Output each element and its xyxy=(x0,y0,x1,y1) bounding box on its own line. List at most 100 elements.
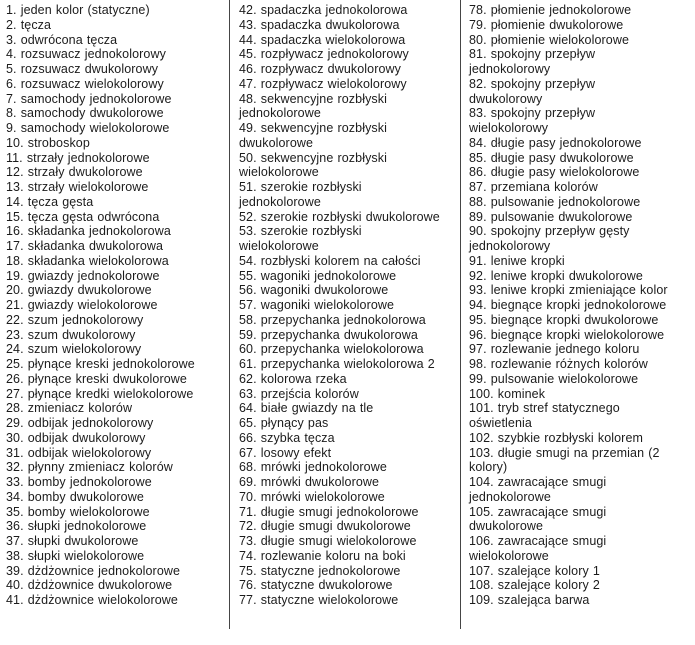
list-item: 103. długie smugi na przemian (2 kolory) xyxy=(469,445,660,475)
list-item: 79. płomienie dwukolorowe xyxy=(469,17,624,32)
list-item: 70. mrówki wielokolorowe xyxy=(239,489,385,504)
list-item: 104. zawracające smugi jednokolorowe xyxy=(469,475,607,504)
list-item: 9. samochody wielokolorowe xyxy=(6,121,170,135)
list-item: 93. leniwe kropki zmieniające kolor xyxy=(469,283,668,298)
list-item: 39. dżdżownice jednokolorowe xyxy=(6,563,181,578)
list-item: 38. słupki wielokolorowe xyxy=(6,548,145,563)
list-item: 96. biegnące kropki wielokolorowe xyxy=(469,327,665,342)
list-item: 54. rozbłyski kolorem na całości xyxy=(239,253,421,268)
list-item: 108. szalejące kolory 2 xyxy=(469,578,600,593)
list-item: 24. szum wielokolorowy xyxy=(6,342,142,357)
list-item: 26. płynące kreski dwukolorowe xyxy=(6,371,187,386)
list-item: 36. słupki jednokolorowe xyxy=(6,519,147,534)
list-item: 98. rozlewanie różnych kolorów xyxy=(469,357,648,371)
list-item: 56. wagoniki dwukolorowe xyxy=(239,283,389,298)
list-item: 18. składanka wielokolorowa xyxy=(6,253,169,268)
list-item: 17. składanka dwukolorowa xyxy=(6,239,164,253)
effects-column-2: 42. spadaczka jednokolorowa 43. spadaczka… xyxy=(239,3,441,608)
list-item: 60. przepychanka wielokolorowa xyxy=(239,342,424,357)
list-item: 40. dżdżownice dwukolorowe xyxy=(6,578,173,593)
list-item: 13. strzały wielokolorowe xyxy=(6,180,149,194)
list-item: 10. stroboskop xyxy=(6,135,90,150)
column-divider-1 xyxy=(229,0,230,629)
list-item: 8. samochody dwukolorowe xyxy=(6,106,164,121)
list-item: 48. sekwencyjne rozbłyski jednokolorowe xyxy=(239,91,388,121)
list-item: 100. kominek xyxy=(469,386,546,401)
list-item: 25. płynące kreski jednokolorowe xyxy=(6,357,195,371)
list-item: 81. spokojny przepływ jednokolorowy xyxy=(469,47,596,76)
list-item: 84. długie pasy jednokolorowe xyxy=(469,135,642,150)
list-item: 71. długie smugi jednokolorowe xyxy=(239,504,419,519)
list-item: 86. długie pasy wielokolorowe xyxy=(469,165,640,180)
list-item: 77. statyczne wielokolorowe xyxy=(239,593,399,607)
effects-list-2: 42. spadaczka jednokolorowa 43. spadaczka… xyxy=(239,3,441,608)
list-item: 43. spadaczka dwukolorowa xyxy=(239,17,400,32)
list-item: 5. rozsuwacz dwukolorowy xyxy=(6,62,159,76)
list-item: 69. mrówki dwukolorowe xyxy=(239,475,380,489)
list-item: 29. odbijak jednokolorowy xyxy=(6,416,154,430)
effects-column-1: 1. jeden kolor (statyczne) 2. tęcza 3. odw… xyxy=(6,3,227,608)
list-item: 95. biegnące kropki dwukolorowe xyxy=(469,312,659,327)
list-item: 23. szum dwukolorowy xyxy=(6,327,136,342)
effects-column-3: 78. płomienie jednokolorowe 79. płomienie… xyxy=(469,3,671,608)
list-item: 102. szybkie rozbłyski kolorem xyxy=(469,430,644,445)
list-item: 90. spokojny przepływ gęsty jednokolorow… xyxy=(469,224,630,253)
list-item: 27. płynące kredki wielokolorowe xyxy=(6,386,194,401)
list-item: 22. szum jednokolorowy xyxy=(6,312,144,327)
list-item: 88. pulsowanie jednokolorowe xyxy=(469,194,641,209)
list-item: 33. bomby jednokolorowe xyxy=(6,475,152,489)
list-item: 16. składanka jednokolorowa xyxy=(6,224,171,239)
list-item: 74. rozlewanie koloru na boki xyxy=(239,548,406,563)
list-item: 75. statyczne jednokolorowe xyxy=(239,563,401,578)
list-item: 6. rozsuwacz wielokolorowy xyxy=(6,76,164,91)
list-item: 62. kolorowa rzeka xyxy=(239,371,347,386)
list-item: 45. rozpływacz jednokolorowy xyxy=(239,47,409,62)
list-item: 58. przepychanka jednokolorowa xyxy=(239,312,426,327)
list-item: 53. szerokie rozbłyski wielokolorowe xyxy=(239,224,362,253)
list-item: 42. spadaczka jednokolorowa xyxy=(239,3,408,17)
list-item: 101. tryb stref statycznego oświetlenia xyxy=(469,401,620,430)
list-item: 11. strzały jednokolorowe xyxy=(6,150,150,165)
effects-list-1: 1. jeden kolor (statyczne) 2. tęcza 3. odw… xyxy=(6,3,227,608)
list-item: 14. tęcza gęsta xyxy=(6,194,94,209)
list-item: 59. przepychanka dwukolorowa xyxy=(239,327,418,342)
list-item: 65. płynący pas xyxy=(239,416,329,430)
list-item: 31. odbijak wielokolorowy xyxy=(6,445,152,460)
list-item: 78. płomienie jednokolorowe xyxy=(469,3,632,17)
list-item: 97. rozlewanie jednego koloru xyxy=(469,342,640,357)
list-item: 52. szerokie rozbłyski dwukolorowe xyxy=(239,209,440,224)
list-item: 72. długie smugi dwukolorowe xyxy=(239,519,411,534)
list-item: 51. szerokie rozbłyski jednokolorowe xyxy=(239,180,362,209)
list-item: 89. pulsowanie dwukolorowe xyxy=(469,209,633,224)
list-item: 50. sekwencyjne rozbłyski wielokolorowe xyxy=(239,150,388,180)
list-item: 20. gwiazdy dwukolorowe xyxy=(6,283,152,298)
list-item: 87. przemiana kolorów xyxy=(469,180,598,194)
list-item: 64. białe gwiazdy na tle xyxy=(239,401,374,416)
list-item: 44. spadaczka wielokolorowa xyxy=(239,32,406,47)
list-item: 66. szybka tęcza xyxy=(239,430,335,445)
list-item: 1. jeden kolor (statyczne) xyxy=(6,3,150,17)
list-item: 21. gwiazdy wielokolorowe xyxy=(6,298,158,312)
list-item: 109. szalejąca barwa xyxy=(469,593,590,607)
list-item: 63. przejścia kolorów xyxy=(239,386,359,401)
list-item: 73. długie smugi wielokolorowe xyxy=(239,534,417,548)
list-item: 2. tęcza xyxy=(6,17,52,32)
list-item: 82. spokojny przepływ dwukolorowy xyxy=(469,76,596,106)
list-item: 37. słupki dwukolorowe xyxy=(6,534,139,548)
list-item: 30. odbijak dwukolorowy xyxy=(6,430,146,445)
list-item: 28. zmieniacz kolorów xyxy=(6,401,133,416)
list-item: 106. zawracające smugi wielokolorowe xyxy=(469,534,607,563)
list-item: 55. wagoniki jednokolorowe xyxy=(239,268,397,283)
list-item: 32. płynny zmieniacz kolorów xyxy=(6,460,173,475)
list-item: 57. wagoniki wielokolorowe xyxy=(239,298,395,312)
list-item: 49. sekwencyjne rozbłyski dwukolorowe xyxy=(239,121,388,150)
list-item: 91. leniwe kropki xyxy=(469,253,565,268)
effects-list-3: 78. płomienie jednokolorowe 79. płomienie… xyxy=(469,3,671,608)
list-item: 68. mrówki jednokolorowe xyxy=(239,460,387,475)
list-item: 12. strzały dwukolorowe xyxy=(6,165,143,180)
list-item: 34. bomby dwukolorowe xyxy=(6,489,144,504)
list-item: 3. odwrócona tęcza xyxy=(6,32,118,47)
list-item: 35. bomby wielokolorowe xyxy=(6,504,150,519)
list-item: 61. przepychanka wielokolorowa 2 xyxy=(239,357,435,371)
